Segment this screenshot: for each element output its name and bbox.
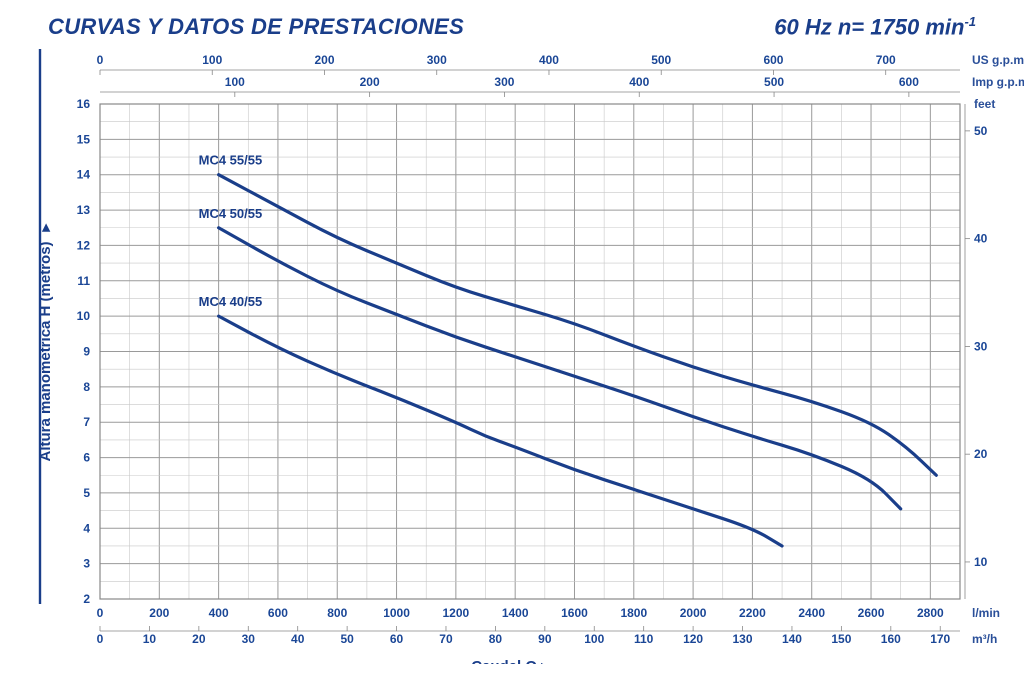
svg-text:15: 15 [77,132,91,146]
svg-text:40: 40 [974,232,988,246]
svg-text:US g.p.m.: US g.p.m. [972,53,1024,67]
svg-text:2000: 2000 [680,606,707,620]
svg-text:m³/h: m³/h [972,632,997,646]
svg-text:10: 10 [974,555,988,569]
svg-text:2800: 2800 [917,606,944,620]
performance-curve-chart: 0200400600800100012001400160018002000220… [0,44,1024,664]
svg-text:1600: 1600 [561,606,588,620]
svg-text:400: 400 [209,606,229,620]
svg-text:11: 11 [77,274,90,288]
svg-text:200: 200 [314,53,334,67]
svg-text:4: 4 [83,521,90,535]
svg-text:130: 130 [733,632,753,646]
svg-text:2200: 2200 [739,606,766,620]
svg-text:16: 16 [77,97,91,111]
svg-text:0: 0 [97,53,104,67]
svg-text:160: 160 [881,632,901,646]
svg-text:6: 6 [83,451,90,465]
svg-text:20: 20 [192,632,206,646]
svg-text:800: 800 [327,606,347,620]
svg-text:9: 9 [83,345,90,359]
svg-text:600: 600 [899,75,919,89]
svg-text:1400: 1400 [502,606,529,620]
svg-text:1800: 1800 [620,606,647,620]
svg-text:20: 20 [974,447,988,461]
svg-text:700: 700 [876,53,896,67]
svg-text:90: 90 [538,632,552,646]
svg-text:600: 600 [268,606,288,620]
svg-text:80: 80 [489,632,503,646]
svg-text:0: 0 [97,632,104,646]
svg-text:feet: feet [974,97,995,111]
svg-text:500: 500 [651,53,671,67]
svg-text:13: 13 [77,203,91,217]
svg-text:110: 110 [634,632,654,646]
svg-text:140: 140 [782,632,802,646]
svg-text:Imp g.p.m.: Imp g.p.m. [972,75,1024,89]
svg-text:50: 50 [340,632,354,646]
svg-text:400: 400 [539,53,559,67]
svg-text:50: 50 [974,124,988,138]
svg-text:200: 200 [360,75,380,89]
svg-text:100: 100 [225,75,245,89]
svg-text:300: 300 [427,53,447,67]
svg-text:30: 30 [974,339,988,353]
svg-text:400: 400 [629,75,649,89]
svg-text:5: 5 [83,486,90,500]
svg-text:3: 3 [83,557,90,571]
svg-text:60: 60 [390,632,404,646]
svg-text:170: 170 [930,632,950,646]
svg-text:10: 10 [143,632,157,646]
svg-text:70: 70 [439,632,453,646]
svg-text:10: 10 [77,309,91,323]
svg-text:2: 2 [83,592,90,606]
svg-text:8: 8 [83,380,90,394]
svg-text:120: 120 [683,632,703,646]
svg-text:l/min: l/min [972,606,1000,620]
svg-text:1000: 1000 [383,606,410,620]
svg-text:MC4 50/55: MC4 50/55 [199,206,263,221]
chart-title: CURVAS Y DATOS DE PRESTACIONES [48,14,464,40]
svg-text:300: 300 [494,75,514,89]
svg-text:MC4 40/55: MC4 40/55 [199,294,263,309]
svg-text:500: 500 [764,75,784,89]
svg-text:0: 0 [97,606,104,620]
svg-text:40: 40 [291,632,305,646]
svg-text:100: 100 [584,632,604,646]
svg-text:MC4 55/55: MC4 55/55 [199,153,263,168]
svg-text:200: 200 [149,606,169,620]
svg-text:2400: 2400 [798,606,825,620]
svg-text:7: 7 [83,415,90,429]
svg-text:12: 12 [77,238,91,252]
svg-text:Caudal Q ▸: Caudal Q ▸ [471,658,550,664]
svg-text:600: 600 [763,53,783,67]
chart-frequency: 60 Hz n= 1750 min-1 [774,14,976,40]
svg-text:2600: 2600 [858,606,885,620]
svg-text:1200: 1200 [443,606,470,620]
svg-text:14: 14 [77,168,91,182]
svg-text:100: 100 [202,53,222,67]
svg-text:150: 150 [831,632,851,646]
svg-text:30: 30 [242,632,256,646]
